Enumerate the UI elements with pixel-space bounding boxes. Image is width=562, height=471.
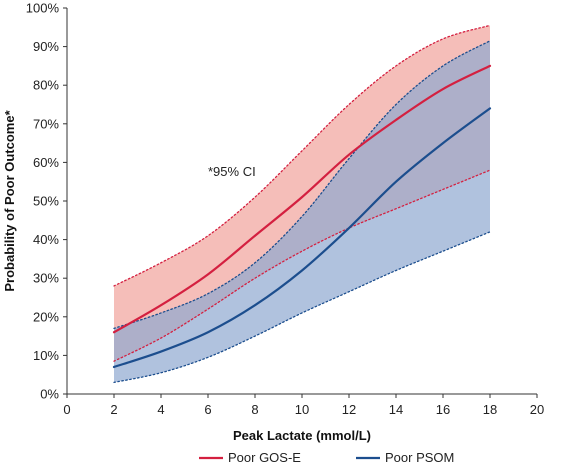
- y-tick-label: 50%: [33, 194, 59, 209]
- y-tick-label: 10%: [33, 348, 59, 363]
- ci-lower-bound-1: [113, 231, 491, 384]
- y-tick-label: 0%: [40, 387, 59, 402]
- x-tick-label: 20: [530, 402, 544, 417]
- y-tick-label: 40%: [33, 232, 59, 247]
- ci-band-1: [114, 40, 490, 383]
- series-lines: [112, 64, 492, 369]
- legend-label-0: Poor GOS-E: [228, 450, 301, 465]
- confidence-bands: [114, 25, 490, 383]
- y-tick-label: 30%: [33, 271, 59, 286]
- y-axis-title: Probability of Poor Outcome*: [2, 109, 17, 291]
- x-tick-label: 0: [63, 402, 70, 417]
- y-tick-label: 20%: [33, 309, 59, 324]
- x-axis-title: Peak Lactate (mmol/L): [233, 428, 371, 443]
- x-tick-label: 14: [389, 402, 403, 417]
- x-tick-label: 12: [342, 402, 356, 417]
- y-tick-label: 90%: [33, 39, 59, 54]
- x-tick-label: 4: [157, 402, 164, 417]
- legend-label-1: Poor PSOM: [385, 450, 454, 465]
- legend: Poor GOS-E Poor PSOM: [199, 450, 454, 465]
- ci-upper-bound-0: [113, 24, 491, 287]
- ci-upper-bound-1: [113, 40, 491, 330]
- x-tick-label: 16: [436, 402, 450, 417]
- x-tick-label: 18: [483, 402, 497, 417]
- y-tick-label: 80%: [33, 78, 59, 93]
- y-tick-label: 60%: [33, 155, 59, 170]
- y-tick-label: 100%: [26, 1, 60, 16]
- x-tick-label: 6: [204, 402, 211, 417]
- x-tick-label: 8: [251, 402, 258, 417]
- y-tick-label: 70%: [33, 116, 59, 131]
- x-tick-label: 2: [110, 402, 117, 417]
- confidence-bounds: [113, 24, 491, 384]
- series-line-1: [112, 107, 492, 369]
- ci-annotation: *95% CI: [208, 164, 256, 179]
- tick-labels: 0% 10% 20% 30% 40% 50% 60% 70% 80% 90% 100% 0 2 4 6 8 10…: [26, 1, 544, 418]
- axes: [63, 7, 538, 398]
- ci-lower-bound-0: [113, 169, 491, 362]
- x-tick-label: 10: [295, 402, 309, 417]
- series-line-0: [112, 64, 492, 334]
